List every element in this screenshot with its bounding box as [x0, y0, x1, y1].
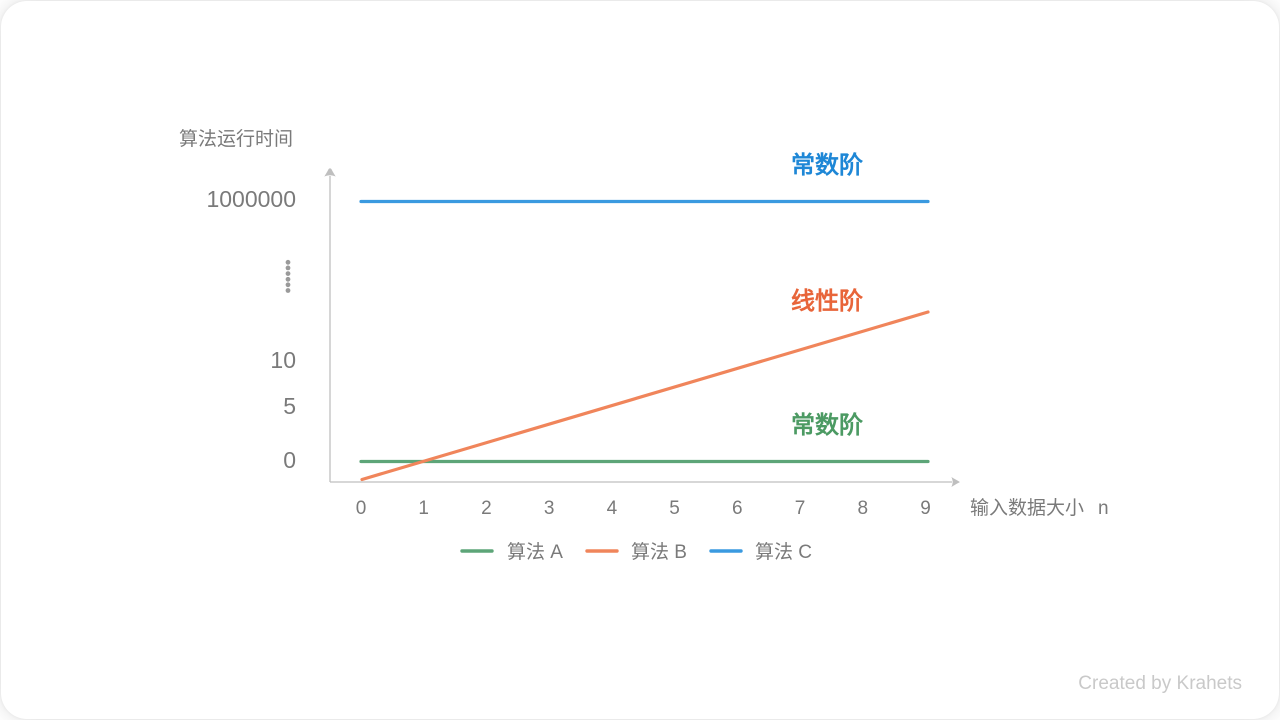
svg-text:2: 2: [481, 498, 492, 519]
svg-text:算法运行时间: 算法运行时间: [179, 128, 293, 150]
svg-text:5: 5: [283, 393, 296, 419]
svg-text:4: 4: [607, 498, 618, 519]
svg-text:0: 0: [283, 447, 296, 473]
svg-text:3: 3: [544, 498, 555, 519]
svg-text:算法 C: 算法 C: [755, 541, 812, 563]
svg-text:10: 10: [270, 347, 296, 373]
svg-text:常数阶: 常数阶: [791, 151, 863, 179]
svg-text:1000000: 1000000: [206, 186, 296, 212]
svg-text:算法 A: 算法 A: [507, 541, 563, 563]
svg-text:5: 5: [669, 498, 680, 519]
svg-text:0: 0: [356, 498, 367, 519]
svg-text:9: 9: [920, 498, 931, 519]
svg-text:Created by Krahets: Created by Krahets: [1078, 673, 1242, 694]
svg-text:8: 8: [858, 498, 869, 519]
svg-text:7: 7: [795, 498, 806, 519]
svg-text:6: 6: [732, 498, 743, 519]
svg-text:线性阶: 线性阶: [791, 287, 863, 315]
svg-text:1: 1: [418, 498, 429, 519]
svg-text:常数阶: 常数阶: [791, 411, 863, 439]
svg-text:算法 B: 算法 B: [631, 541, 687, 563]
